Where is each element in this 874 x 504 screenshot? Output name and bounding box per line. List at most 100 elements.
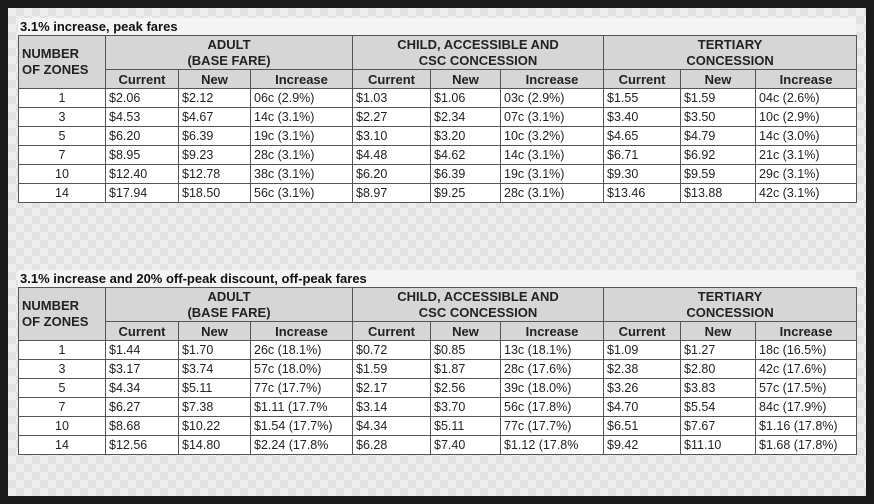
fare-cell: $0.85: [430, 340, 502, 360]
header-line: TERTIARY: [697, 36, 763, 52]
fare-cell: 77c (17.7%): [249, 378, 354, 398]
fare-cell: 19c (3.1%): [249, 126, 354, 146]
group-header: NUMBER OF ZONES: [18, 287, 106, 341]
fare-table-block: 3.1% increase, peak fares NUMBER OF ZONES A…: [18, 18, 858, 203]
fare-cell: $7.38: [178, 397, 251, 417]
fare-table: NUMBER OF ZONES ADULT (BASE FARE) CHILD, ACC…: [18, 287, 858, 455]
data-row: 3 $3.17 $3.74 57c (18.0%) $1.59 $1.87 28c (17.…: [18, 359, 858, 379]
sub-header: New: [178, 69, 251, 89]
fare-cell: 07c (3.1%): [500, 107, 605, 127]
fare-cell: $1.06: [430, 88, 502, 108]
fare-cell: $10.22: [178, 416, 251, 436]
fare-cell: $2.24 (17.8%: [249, 435, 354, 455]
sub-header: Current: [603, 69, 682, 89]
sub-header: Increase: [249, 321, 354, 341]
fare-cell: $2.80: [680, 359, 757, 379]
fare-cell: 56c (3.1%): [249, 183, 354, 203]
fare-cell: $1.59: [680, 88, 757, 108]
data-row: 5 $4.34 $5.11 77c (17.7%) $2.17 $2.56 39c (18.…: [18, 378, 858, 398]
sub-header: Current: [352, 69, 432, 89]
fare-cell: $1.27: [680, 340, 757, 360]
header-line: NUMBER: [22, 298, 80, 313]
sub-header: New: [680, 69, 757, 89]
fare-cell: $4.53: [105, 107, 179, 127]
fare-cell: $3.20: [430, 126, 502, 146]
sub-header: Current: [105, 69, 179, 89]
fare-cell: $6.28: [352, 435, 432, 455]
fare-cell: $13.88: [680, 183, 757, 203]
fare-cell: $4.65: [603, 126, 682, 146]
group-header: TERTIARY CONCESSION: [603, 35, 858, 70]
header-line: CHILD, ACCESSIBLE AND: [397, 288, 559, 304]
fare-cell: $6.71: [603, 145, 682, 165]
fare-cell: $8.95: [105, 145, 179, 165]
fare-cell: $1.55: [603, 88, 682, 108]
header-line: CSC CONCESSION: [418, 304, 538, 320]
fare-cell: $0.72: [352, 340, 432, 360]
group-header: CHILD, ACCESSIBLE AND CSC CONCESSION: [352, 35, 605, 70]
fare-cell: $9.30: [603, 164, 682, 184]
data-row: 10 $12.40 $12.78 38c (3.1%) $6.20 $6.39 19c (3…: [18, 164, 858, 184]
zone-cell: 10: [18, 164, 106, 184]
group-header: ADULT (BASE FARE): [104, 35, 354, 70]
data-row: 7 $6.27 $7.38 $1.11 (17.7% $3.14 $3.70 56c (17…: [18, 397, 858, 417]
fare-cell: 57c (18.0%): [249, 359, 354, 379]
header-line: OF ZONES: [22, 62, 89, 77]
zone-cell: 5: [18, 378, 106, 398]
fare-cell: $2.17: [352, 378, 432, 398]
header-line: OF ZONES: [22, 314, 89, 329]
fare-cell: $11.10: [680, 435, 757, 455]
zone-cell: 14: [18, 435, 106, 455]
fare-cell: 28c (3.1%): [500, 183, 605, 203]
fare-cell: 29c (3.1%): [755, 164, 858, 184]
fare-table-block: 3.1% increase and 20% off-peak discount,…: [18, 270, 858, 455]
header-line: (BASE FARE): [187, 52, 271, 68]
fare-cell: $12.56: [105, 435, 179, 455]
fare-cell: $3.10: [352, 126, 432, 146]
fare-cell: $4.79: [680, 126, 757, 146]
fare-cell: $3.26: [603, 378, 682, 398]
fare-cell: $3.74: [178, 359, 251, 379]
fare-cell: $8.97: [352, 183, 432, 203]
sub-header: Increase: [500, 69, 605, 89]
fare-cell: $12.40: [105, 164, 179, 184]
fare-cell: $1.87: [430, 359, 502, 379]
fare-cell: 26c (18.1%): [249, 340, 354, 360]
header-line: CONCESSION: [686, 304, 774, 320]
fare-cell: $14.80: [178, 435, 251, 455]
fare-cell: $3.50: [680, 107, 757, 127]
fare-cell: 42c (17.6%): [755, 359, 858, 379]
table-title: 3.1% increase, peak fares: [18, 18, 856, 35]
fare-cell: $5.11: [430, 416, 502, 436]
group-header: CHILD, ACCESSIBLE AND CSC CONCESSION: [352, 287, 605, 322]
fare-cell: $2.34: [430, 107, 502, 127]
fare-cell: 19c (3.1%): [500, 164, 605, 184]
header-line: TERTIARY: [697, 288, 763, 304]
fare-cell: $1.16 (17.8%): [755, 416, 858, 436]
group-header-row: NUMBER OF ZONES ADULT (BASE FARE) CHILD, ACC…: [18, 35, 858, 89]
sub-header: Increase: [755, 321, 858, 341]
sub-header: Increase: [755, 69, 858, 89]
zone-cell: 5: [18, 126, 106, 146]
header-line: ADULT: [207, 288, 251, 304]
fare-cell: 56c (17.8%): [500, 397, 605, 417]
data-row: 14 $12.56 $14.80 $2.24 (17.8% $6.28 $7.40 $1.1…: [18, 435, 858, 455]
fare-cell: $1.44: [105, 340, 179, 360]
fare-cell: $6.20: [105, 126, 179, 146]
fare-cell: $7.67: [680, 416, 757, 436]
fare-cell: $1.54 (17.7%): [249, 416, 354, 436]
fare-cell: 28c (3.1%): [249, 145, 354, 165]
group-header-row: NUMBER OF ZONES ADULT (BASE FARE) CHILD, ACC…: [18, 287, 858, 341]
zone-cell: 7: [18, 145, 106, 165]
header-line: NUMBER: [22, 46, 80, 61]
fare-cell: $6.20: [352, 164, 432, 184]
fare-cell: $4.70: [603, 397, 682, 417]
fare-cell: $6.39: [430, 164, 502, 184]
fare-cell: $3.14: [352, 397, 432, 417]
sub-header: New: [430, 321, 502, 341]
table-title: 3.1% increase and 20% off-peak discount,…: [18, 270, 856, 287]
fare-cell: $13.46: [603, 183, 682, 203]
fare-cell: 77c (17.7%): [500, 416, 605, 436]
fare-cell: $4.34: [105, 378, 179, 398]
